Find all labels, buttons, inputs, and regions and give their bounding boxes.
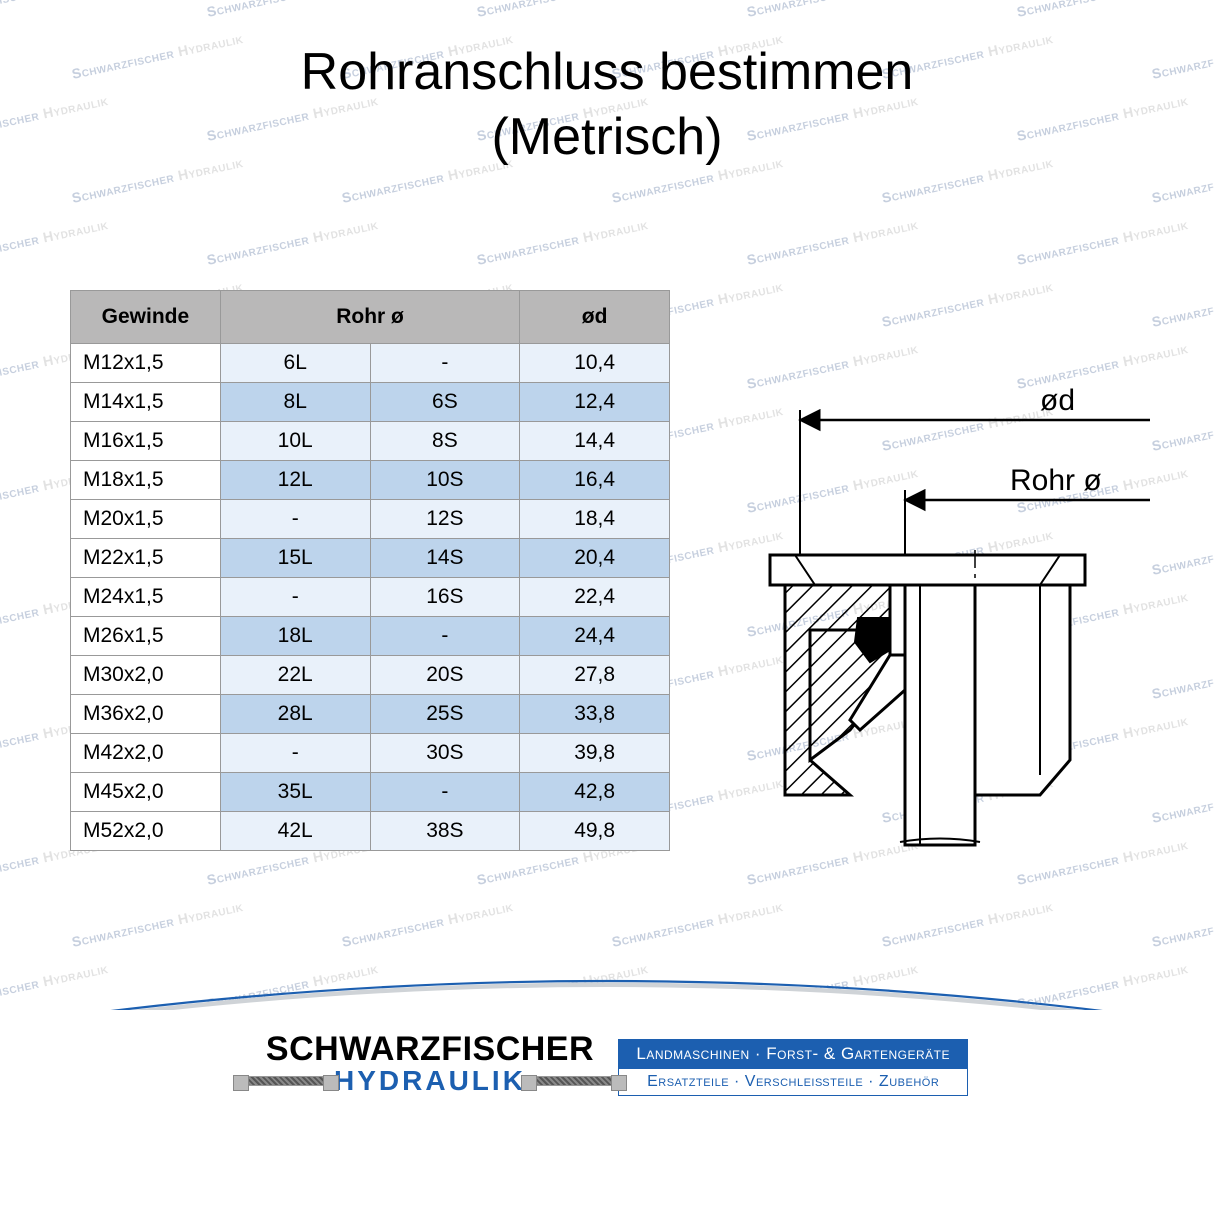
page-title: Rohranschluss bestimmen (Metrisch) xyxy=(0,40,1214,170)
cell-rohr: 30S xyxy=(370,734,520,773)
cell-rohr: 8L xyxy=(220,383,370,422)
cell-rohr: 10L xyxy=(220,422,370,461)
cell-od: 42,8 xyxy=(520,773,670,812)
table-row: M45x2,035L-42,8 xyxy=(71,773,670,812)
cell-rohr: - xyxy=(370,344,520,383)
cell-rohr: 20S xyxy=(370,656,520,695)
table-row: M30x2,022L20S27,8 xyxy=(71,656,670,695)
title-line2: (Metrisch) xyxy=(491,108,722,166)
table-row: M18x1,512L10S16,4 xyxy=(71,461,670,500)
cell-rohr: 35L xyxy=(220,773,370,812)
table-row: M52x2,042L38S49,8 xyxy=(71,812,670,851)
cell-gewinde: M26x1,5 xyxy=(71,617,221,656)
diagram-label-od: ød xyxy=(1040,384,1075,417)
cell-gewinde: M45x2,0 xyxy=(71,773,221,812)
cell-rohr: 6L xyxy=(220,344,370,383)
cell-rohr: 42L xyxy=(220,812,370,851)
cell-rohr: 22L xyxy=(220,656,370,695)
cell-rohr: 14S xyxy=(370,539,520,578)
cell-gewinde: M42x2,0 xyxy=(71,734,221,773)
cell-rohr: - xyxy=(370,773,520,812)
cell-gewinde: M24x1,5 xyxy=(71,578,221,617)
table-row: M12x1,56L-10,4 xyxy=(71,344,670,383)
cell-rohr: 8S xyxy=(370,422,520,461)
cell-od: 12,4 xyxy=(520,383,670,422)
table-row: M36x2,028L25S33,8 xyxy=(71,695,670,734)
cell-gewinde: M36x2,0 xyxy=(71,695,221,734)
cell-rohr: - xyxy=(220,500,370,539)
cell-rohr: 15L xyxy=(220,539,370,578)
cell-rohr: - xyxy=(220,734,370,773)
cell-od: 49,8 xyxy=(520,812,670,851)
cell-rohr: 18L xyxy=(220,617,370,656)
cell-od: 16,4 xyxy=(520,461,670,500)
table-row: M14x1,58L6S12,4 xyxy=(71,383,670,422)
cell-gewinde: M16x1,5 xyxy=(71,422,221,461)
table-row: M16x1,510L8S14,4 xyxy=(71,422,670,461)
cell-od: 27,8 xyxy=(520,656,670,695)
brand-name-bottom: HYDRAULIK xyxy=(334,1065,526,1097)
cell-rohr: 25S xyxy=(370,695,520,734)
cell-gewinde: M14x1,5 xyxy=(71,383,221,422)
cell-od: 22,4 xyxy=(520,578,670,617)
cell-gewinde: M18x1,5 xyxy=(71,461,221,500)
col-rohr-header: Rohr ø xyxy=(220,291,519,344)
cell-rohr: - xyxy=(370,617,520,656)
footer: SCHWARZFISCHER HYDRAULIK Landmaschinen ·… xyxy=(0,1010,1214,1097)
cell-gewinde: M22x1,5 xyxy=(71,539,221,578)
table-row: M24x1,5-16S22,4 xyxy=(71,578,670,617)
table-row: M22x1,515L14S20,4 xyxy=(71,539,670,578)
cell-od: 39,8 xyxy=(520,734,670,773)
footer-band-bottom: Ersatzteile · Verschleißteile · Zubehör xyxy=(618,1069,968,1096)
table-row: M20x1,5-12S18,4 xyxy=(71,500,670,539)
footer-band-top: Landmaschinen · Forst- & Gartengeräte xyxy=(618,1039,968,1069)
cell-od: 20,4 xyxy=(520,539,670,578)
cell-rohr: 10S xyxy=(370,461,520,500)
fitting-diagram: ød Rohr ø xyxy=(740,380,1160,860)
cell-od: 10,4 xyxy=(520,344,670,383)
cell-rohr: 16S xyxy=(370,578,520,617)
cell-gewinde: M12x1,5 xyxy=(71,344,221,383)
cell-od: 14,4 xyxy=(520,422,670,461)
cell-gewinde: M30x2,0 xyxy=(71,656,221,695)
cell-rohr: 12S xyxy=(370,500,520,539)
cell-gewinde: M52x2,0 xyxy=(71,812,221,851)
title-line1: Rohranschluss bestimmen xyxy=(301,43,914,101)
cell-rohr: 38S xyxy=(370,812,520,851)
cell-gewinde: M20x1,5 xyxy=(71,500,221,539)
cell-rohr: 12L xyxy=(220,461,370,500)
brand-logo: SCHWARZFISCHER HYDRAULIK xyxy=(246,1030,614,1097)
footer-band: Landmaschinen · Forst- & Gartengeräte Er… xyxy=(618,1039,968,1096)
brand-name-top: SCHWARZFISCHER xyxy=(246,1030,614,1069)
cell-od: 33,8 xyxy=(520,695,670,734)
table-row: M42x2,0-30S39,8 xyxy=(71,734,670,773)
cell-rohr: 28L xyxy=(220,695,370,734)
table-row: M26x1,518L-24,4 xyxy=(71,617,670,656)
hose-icon-right xyxy=(534,1076,614,1086)
cell-od: 24,4 xyxy=(520,617,670,656)
diagram-label-rohr: Rohr ø xyxy=(1010,464,1102,497)
col-od-header: ød xyxy=(520,291,670,344)
col-gewinde-header: Gewinde xyxy=(71,291,221,344)
cell-rohr: 6S xyxy=(370,383,520,422)
sizing-table: Gewinde Rohr ø ød M12x1,56L-10,4M14x1,58… xyxy=(70,290,670,851)
hose-icon-left xyxy=(246,1076,326,1086)
cell-rohr: - xyxy=(220,578,370,617)
cell-od: 18,4 xyxy=(520,500,670,539)
